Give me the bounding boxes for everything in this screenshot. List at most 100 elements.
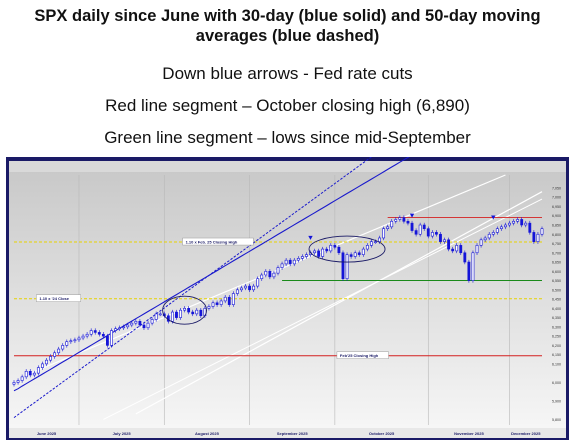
caption-rate-cuts: Down blue arrows - Fed rate cuts (162, 64, 413, 83)
x-month-label-3: September 2025 (277, 431, 308, 436)
channel-lower-line (103, 198, 543, 420)
candle-body-111 (463, 252, 467, 263)
x-axis-strip (9, 428, 566, 438)
candle-body-65 (276, 267, 280, 274)
candle-body-52 (223, 296, 227, 302)
candle-body-89 (374, 241, 377, 243)
spx-chart: 5,800 5,900 6,000 6,100 6,150 6,200 6,250 6,300… (6, 34, 569, 440)
candle-body-3 (24, 370, 28, 378)
candle-body-10 (53, 352, 57, 357)
candle-body-68 (288, 259, 292, 265)
candle-body-49 (211, 302, 215, 307)
candle-body-120 (499, 226, 503, 230)
candle-body-7 (41, 363, 44, 368)
caption-red-segment: Red line segment – October closing high … (105, 96, 470, 115)
candle-body-18 (85, 333, 89, 337)
candle-body-80 (337, 246, 341, 254)
candle-body-119 (495, 228, 499, 233)
candle-body-67 (284, 259, 288, 265)
candle-body-69 (292, 259, 296, 265)
candle-body-110 (459, 245, 463, 254)
candle-body-99 (414, 230, 418, 235)
candle-body-60 (256, 278, 260, 287)
candle-body-54 (231, 293, 235, 305)
candle-body-62 (264, 270, 268, 276)
candle-body-106 (443, 239, 446, 242)
candle-body-63 (268, 270, 272, 278)
candle-body-113 (471, 252, 475, 281)
candle-body-118 (491, 232, 495, 235)
candle-body-28 (126, 324, 130, 328)
candle-body-124 (516, 219, 520, 222)
chart-svg: 5,800 5,900 6,000 6,100 6,150 6,200 6,250 6,300… (6, 34, 569, 440)
y-tick-label-10: 6,450 (552, 298, 561, 302)
x-month-label-5: November 2025 (454, 431, 484, 436)
y-tick-label-11: 6,500 (552, 288, 561, 292)
y-tick-label-0: 5,800 (552, 418, 561, 422)
candle-body-93 (390, 220, 394, 228)
candle-body-14 (69, 340, 73, 343)
candle-body-50 (215, 302, 219, 305)
candle-body-103 (430, 232, 434, 237)
candle-body-83 (349, 254, 353, 257)
candle-body-61 (260, 274, 264, 280)
candle-body-109 (455, 245, 459, 252)
candle-body-9 (49, 356, 52, 361)
candle-body-116 (483, 237, 487, 241)
level-label-1: 1.10 x '24 Close (39, 296, 69, 301)
candle-body-129 (536, 233, 540, 242)
candle-body-21 (97, 332, 101, 335)
candle-body-98 (410, 222, 414, 231)
candle-body-75 (317, 250, 321, 257)
candle-body-33 (146, 322, 150, 329)
candle-body-88 (370, 241, 373, 246)
candle-body-40 (175, 311, 178, 318)
candle-body-130 (540, 228, 544, 235)
candle-body-94 (394, 219, 398, 222)
y-tick-label-1: 5,900 (552, 399, 561, 403)
y-tick-label-3: 6,100 (552, 362, 561, 366)
candle-body-101 (422, 224, 426, 230)
candle-body-112 (467, 261, 471, 281)
candle-body-70 (296, 258, 300, 261)
candle-body-97 (406, 220, 410, 224)
candle-body-17 (81, 335, 85, 339)
candle-body-127 (528, 222, 532, 233)
highlight-ellipse-1 (162, 295, 208, 325)
candle-body-64 (272, 272, 276, 278)
candle-body-39 (170, 311, 174, 322)
candle-body-56 (240, 287, 243, 291)
x-month-label-1: July 2025 (113, 431, 132, 436)
candle-body-59 (252, 285, 256, 291)
candle-body-1 (16, 380, 20, 383)
candle-body-41 (179, 309, 182, 318)
y-tick-label-18: 6,850 (552, 224, 561, 228)
y-tick-label-9: 6,400 (552, 307, 561, 311)
y-tick-label-20: 6,950 (552, 205, 561, 209)
y-tick-label-13: 6,600 (552, 270, 561, 274)
candle-body-125 (520, 219, 524, 226)
chart-title: SPX daily since June with 30-day (blue s… (34, 7, 541, 45)
rate-cut-arrow-1 (409, 213, 415, 218)
candle-body-76 (321, 248, 325, 257)
candle-body-84 (353, 252, 357, 257)
candle-body-66 (280, 263, 284, 268)
candle-body-32 (142, 324, 146, 329)
y-tick-label-14: 6,650 (552, 261, 561, 265)
candle-body-78 (329, 245, 333, 252)
candle-body-55 (235, 289, 239, 294)
candle-body-122 (508, 222, 511, 226)
chart-header-strip (9, 161, 566, 172)
candle-body-82 (345, 254, 349, 280)
y-tick-label-2: 6,000 (552, 381, 561, 385)
candle-body-74 (313, 250, 316, 254)
candle-body-44 (191, 311, 195, 315)
candle-body-36 (158, 313, 162, 316)
candle-body-91 (382, 228, 386, 239)
candle-body-27 (122, 326, 126, 329)
y-tick-label-22: 7,050 (552, 186, 561, 190)
candle-body-34 (150, 319, 154, 324)
candle-body-123 (512, 220, 515, 224)
candle-body-22 (101, 333, 105, 337)
candle-body-53 (227, 296, 231, 305)
